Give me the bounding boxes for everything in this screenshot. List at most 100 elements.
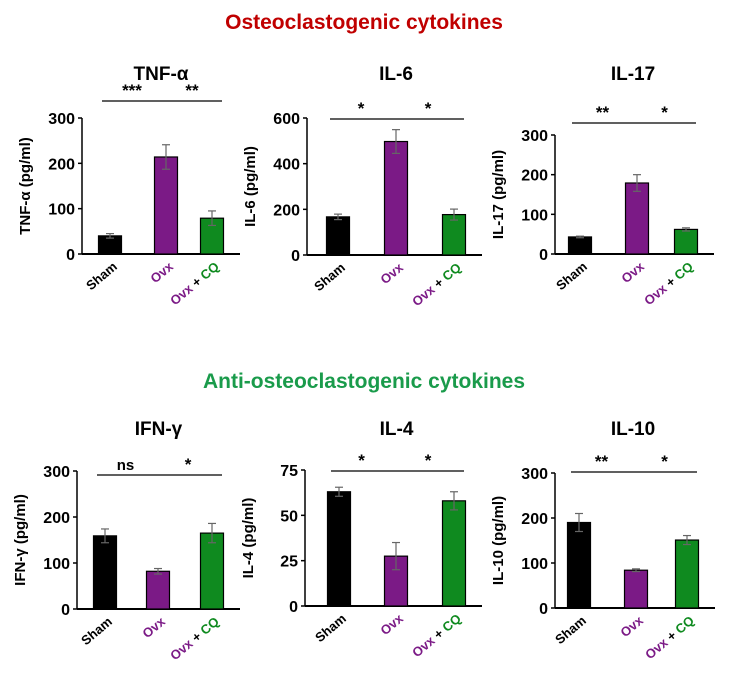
- x-label-part: Sham: [78, 614, 115, 648]
- x-label-sham: Sham: [311, 260, 348, 294]
- x-label-sham: Sham: [552, 613, 589, 647]
- x-label-ovx-cq: Ovx + CQ: [409, 260, 464, 309]
- y-tick-label: 0: [61, 602, 70, 619]
- chart-title: TNF-α: [134, 64, 189, 85]
- x-label-sham: Sham: [78, 614, 115, 648]
- x-label-part: +: [186, 271, 207, 292]
- x-label-part: Ovx: [618, 258, 647, 286]
- x-label-part: Sham: [553, 259, 590, 293]
- y-tick-label: 25: [280, 554, 298, 571]
- x-label-part: +: [428, 623, 449, 644]
- x-label-sham: Sham: [83, 259, 120, 293]
- y-tick-label: 300: [521, 128, 548, 145]
- x-label-part: Sham: [312, 611, 349, 645]
- significance-label: *: [425, 99, 432, 118]
- bar-ovx: [145, 570, 171, 610]
- x-label-part: Sham: [311, 260, 348, 294]
- y-tick-label: 200: [521, 168, 548, 185]
- significance-label: *: [425, 451, 432, 470]
- x-label-part: Sham: [552, 613, 589, 647]
- section-title-osteoclastogenic: Osteoclastogenic cytokines: [225, 11, 503, 34]
- x-label-ovx: Ovx: [377, 610, 406, 638]
- y-axis-label: IL-10 (pg/ml): [490, 496, 507, 585]
- chart-title: IL-10: [611, 419, 655, 440]
- chart-title: IFN-γ: [135, 419, 183, 440]
- x-label-ovx-cq: Ovx + CQ: [409, 611, 464, 660]
- x-label-part: Ovx: [617, 612, 646, 640]
- significance-label: *: [185, 455, 192, 474]
- bar-ovx: [623, 569, 649, 609]
- y-tick-label: 400: [273, 157, 300, 174]
- y-axis-label: IL-17 (pg/ml): [490, 150, 507, 239]
- y-tick-label: 50: [280, 508, 298, 525]
- bar-ovx-cq: [441, 500, 467, 607]
- y-tick-label: 300: [43, 464, 70, 481]
- y-tick-label: 200: [43, 510, 70, 527]
- bar-ovx-cq: [673, 228, 699, 255]
- significance-label: **: [595, 452, 609, 471]
- significance-label: **: [185, 81, 199, 100]
- bar-sham: [92, 535, 118, 610]
- x-label-ovx: Ovx: [618, 258, 647, 286]
- y-tick-label: 0: [291, 248, 300, 265]
- y-tick-label: 300: [521, 466, 548, 483]
- bar-ovx-cq: [674, 539, 700, 609]
- x-label-part: Sham: [83, 259, 120, 293]
- x-label-sham: Sham: [312, 611, 349, 645]
- significance-label: *: [358, 99, 365, 118]
- bar-sham: [326, 491, 352, 607]
- y-tick-label: 0: [539, 247, 548, 264]
- x-label-ovx: Ovx: [147, 258, 176, 286]
- x-label-part: Ovx: [147, 258, 176, 286]
- x-label-ovx: Ovx: [377, 259, 406, 287]
- y-tick-label: 100: [521, 207, 548, 224]
- x-label-ovx-cq: Ovx + CQ: [641, 259, 696, 308]
- significance-label: *: [661, 452, 668, 471]
- bar-ovx: [153, 156, 179, 255]
- y-tick-label: 0: [66, 247, 75, 264]
- y-tick-label: 0: [289, 599, 298, 616]
- significance-label: ***: [122, 81, 142, 100]
- y-tick-label: 100: [48, 202, 75, 219]
- y-tick-label: 200: [273, 202, 300, 219]
- x-label-part: +: [186, 626, 207, 647]
- bar-ovx-cq: [199, 532, 225, 610]
- x-label-ovx-cq: Ovx + CQ: [167, 614, 222, 663]
- y-axis-label: IFN-γ (pg/ml): [12, 494, 29, 586]
- y-tick-label: 100: [43, 556, 70, 573]
- x-label-ovx: Ovx: [617, 612, 646, 640]
- y-tick-label: 100: [521, 556, 548, 573]
- bar-sham: [566, 521, 592, 609]
- y-tick-label: 600: [273, 111, 300, 128]
- y-axis-label: IL-4 (pg/ml): [240, 498, 257, 579]
- y-axis-label: IL-6 (pg/ml): [242, 146, 259, 227]
- bar-sham: [567, 236, 593, 255]
- y-tick-label: 200: [521, 511, 548, 528]
- x-label-part: +: [661, 625, 682, 646]
- significance-label: **: [596, 103, 610, 122]
- y-tick-label: 0: [539, 601, 548, 618]
- significance-label: *: [358, 451, 365, 470]
- x-label-part: Ovx: [139, 613, 168, 641]
- x-label-ovx-cq: Ovx + CQ: [642, 613, 697, 662]
- chart-title: IL-6: [379, 64, 413, 85]
- x-label-part: +: [660, 271, 681, 292]
- bar-sham: [325, 216, 351, 256]
- x-label-part: Ovx: [377, 259, 406, 287]
- significance-label: *: [661, 103, 668, 122]
- y-tick-label: 75: [280, 463, 298, 480]
- bar-ovx: [383, 140, 409, 256]
- x-label-sham: Sham: [553, 259, 590, 293]
- y-tick-label: 300: [48, 111, 75, 128]
- y-axis-label: TNF-α (pg/ml): [17, 137, 34, 235]
- x-label-ovx-cq: Ovx + CQ: [167, 259, 222, 308]
- chart-title: IL-17: [611, 64, 655, 85]
- significance-label: ns: [117, 457, 135, 474]
- y-tick-label: 200: [48, 156, 75, 173]
